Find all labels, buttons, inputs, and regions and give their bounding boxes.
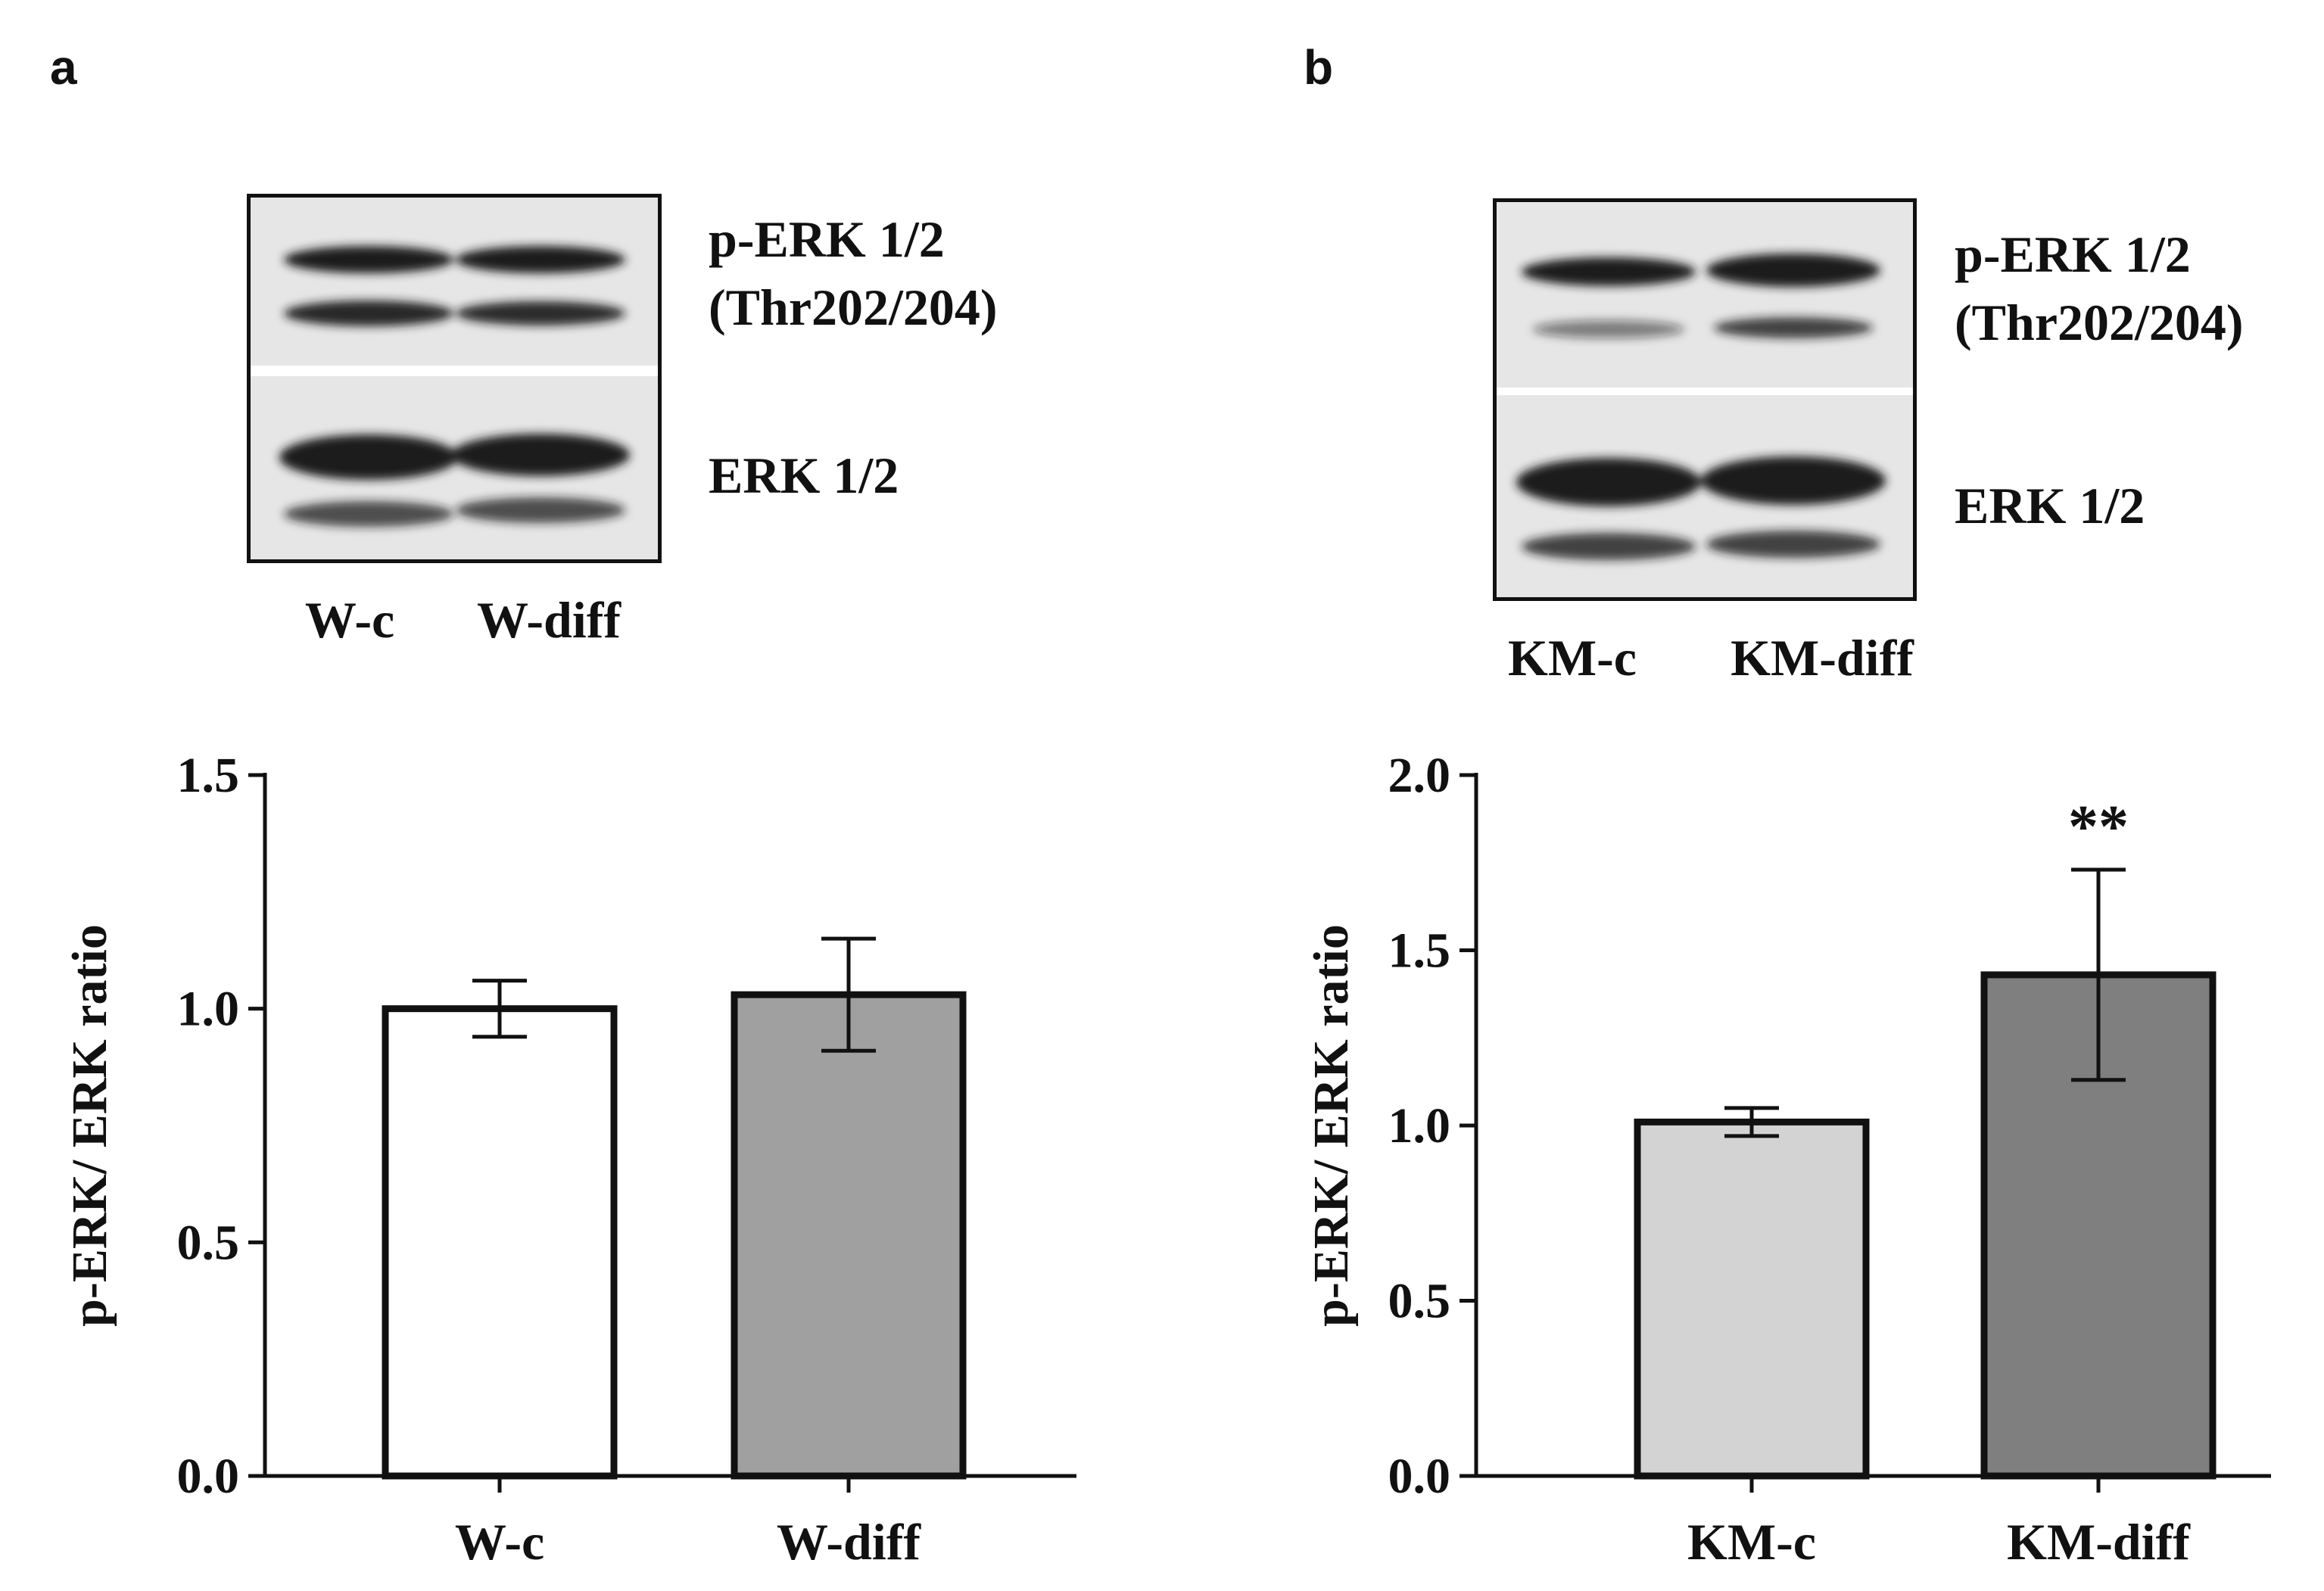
chart-0-bar-0 [382, 1005, 618, 1480]
chart-0-y-tick-label-2: 1.0 [177, 982, 240, 1037]
western-blot-b [1493, 198, 1917, 601]
bar-chart-a: p-ERK/ ERK ratio 0.0 0.5 1.0 1.5 W-c W-diff [62, 748, 1076, 1571]
panel-letter-b: b [1304, 40, 1334, 95]
chart-1-x-tick-label-1: KM-diff [2007, 1513, 2191, 1571]
blot-b-phospho-label-line2: (Thr202/204) [1955, 294, 2244, 351]
western-blot-b-image [1497, 202, 1913, 597]
western-blot-a-image [251, 198, 658, 559]
chart-1-y-tick-label-1: 0.5 [1388, 1274, 1451, 1329]
blot-b-total-label: ERK 1/2 [1955, 477, 2145, 534]
blot-a-lane-label-1: W-c [304, 591, 395, 649]
blot-a-phospho-label-line2: (Thr202/204) [709, 279, 998, 336]
chart-0-y-tick-label-0: 0.0 [177, 1449, 240, 1504]
chart-1-x-tick-label-0: KM-c [1687, 1513, 1816, 1571]
blot-a-total-label: ERK 1/2 [709, 447, 899, 504]
blot-a-phospho-label-line1: p-ERK 1/2 [709, 210, 945, 268]
chart-0-y-tick-label-1: 0.5 [177, 1215, 240, 1270]
chart-1-y-axis-label: p-ERK/ ERK ratio [1304, 924, 1359, 1327]
chart-1-y-tick-label-0: 0.0 [1388, 1449, 1451, 1504]
blot-b-phospho-label-line1: p-ERK 1/2 [1955, 226, 2191, 283]
chart-0-x-tick-label-1: W-diff [777, 1513, 921, 1571]
panel-letter-a: a [50, 40, 77, 95]
blot-b-lane-label-2: KM-diff [1731, 629, 1914, 687]
western-blot-a [247, 194, 662, 563]
chart-1-y-tick-label-2: 1.0 [1388, 1098, 1451, 1154]
chart-0-x-tick-label-0: W-c [455, 1513, 544, 1571]
bar-chart-b: p-ERK/ ERK ratio 0.0 0.5 1.0 1.5 2.0 KM-c ** KM-… [1304, 748, 2271, 1571]
chart-1-significance-1: ** [2068, 794, 2129, 861]
chart-1-bar-0 [1634, 1118, 1870, 1480]
chart-1-y-tick-label-4: 2.0 [1388, 748, 1451, 803]
chart-0-y-tick-label-3: 1.5 [177, 748, 240, 803]
blot-a-lane-label-2: W-diff [476, 591, 621, 649]
chart-0-bar-1 [731, 991, 967, 1480]
blot-b-lane-label-1: KM-c [1508, 629, 1637, 687]
chart-0-y-axis-label: p-ERK/ ERK ratio [62, 924, 117, 1327]
chart-1-y-tick-label-3: 1.5 [1388, 923, 1451, 979]
